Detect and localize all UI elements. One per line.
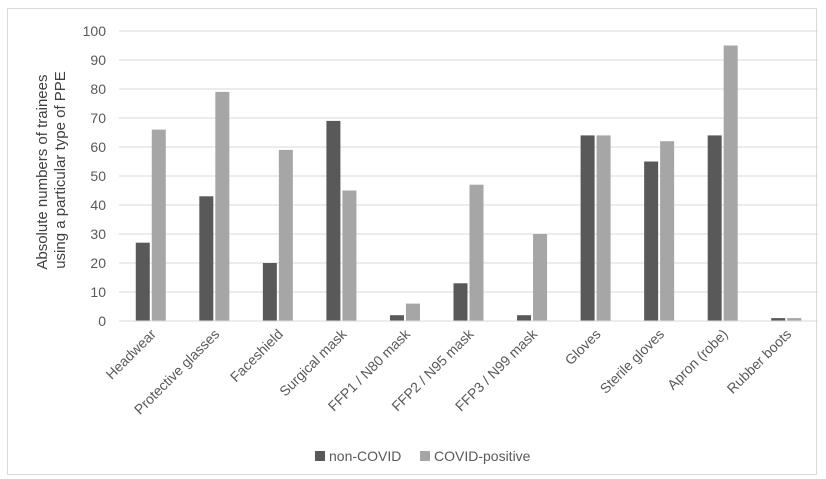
bar-non-covid-faceshield — [262, 263, 277, 321]
gridlines — [119, 30, 818, 293]
y-tick-label: 80 — [90, 81, 106, 97]
y-axis-label-line-2: using a particular type of PPE — [52, 71, 69, 269]
y-tick-label: 70 — [90, 110, 106, 126]
bar-covid-positive-gloves — [596, 135, 611, 321]
legend: non-COVID COVID-positive — [315, 448, 531, 464]
x-tick-label-gloves: Gloves — [562, 326, 604, 368]
legend-label-covid-positive: COVID-positive — [434, 448, 531, 464]
bar-non-covid-ffp2-n95-mask — [453, 283, 468, 321]
bar-non-covid-rubber-boots — [771, 318, 786, 321]
y-tick-label: 100 — [83, 23, 107, 39]
y-tick-label: 10 — [90, 284, 106, 300]
y-tick-label: 20 — [90, 255, 106, 271]
bar-non-covid-surgical-mask — [326, 120, 341, 322]
bar-covid-positive-apron-robe — [723, 45, 738, 321]
x-tick-label-faceshield: Faceshield — [227, 326, 286, 385]
bar-covid-positive-faceshield — [278, 149, 293, 321]
y-axis-label-line-1: Absolute numbers of trainees — [34, 75, 51, 270]
y-tick-label: 30 — [90, 226, 106, 242]
bar-covid-positive-rubber-boots — [787, 318, 802, 321]
bar-covid-positive-surgical-mask — [342, 190, 357, 321]
x-tick-label-headwear: Headwear — [102, 326, 159, 383]
bar-non-covid-headwear — [135, 242, 150, 321]
bar-covid-positive-headwear — [151, 129, 166, 321]
x-tick-label-rubber-boots: Rubber boots — [724, 326, 795, 397]
bar-non-covid-ffp1-n80-mask — [389, 315, 404, 321]
bar-covid-positive-ffp1-n80-mask — [405, 303, 420, 321]
bar-covid-positive-protective-glasses — [215, 91, 230, 322]
legend-label-non-covid: non-COVID — [329, 448, 401, 464]
bar-non-covid-apron-robe — [707, 135, 722, 321]
bar-non-covid-sterile-gloves — [644, 161, 659, 321]
y-tick-label: 40 — [90, 197, 106, 213]
y-tick-label: 90 — [90, 52, 106, 68]
bar-non-covid-protective-glasses — [199, 196, 214, 321]
bar-covid-positive-sterile-gloves — [660, 141, 675, 321]
bar-non-covid-gloves — [580, 135, 595, 321]
x-tick-label-sterile-gloves: Sterile gloves — [597, 326, 668, 397]
legend-swatch-non-covid — [315, 451, 325, 461]
y-tick-label: 50 — [90, 168, 106, 184]
y-tick-label: 60 — [90, 139, 106, 155]
y-axis-ticks: 0 10 20 30 40 50 60 70 80 90 100 — [83, 23, 107, 329]
bar-non-covid-ffp3-n99-mask — [517, 315, 532, 321]
chart-frame — [7, 8, 817, 475]
legend-swatch-covid-positive — [420, 451, 430, 461]
bar-covid-positive-ffp3-n99-mask — [533, 234, 548, 321]
x-tick-label-apron-robe: Apron (robe) — [664, 326, 731, 393]
y-axis-label: Absolute numbers of trainees using a par… — [34, 70, 69, 269]
bars — [135, 45, 802, 322]
bar-covid-positive-ffp2-n95-mask — [469, 184, 484, 321]
y-tick-label: 0 — [98, 313, 106, 329]
